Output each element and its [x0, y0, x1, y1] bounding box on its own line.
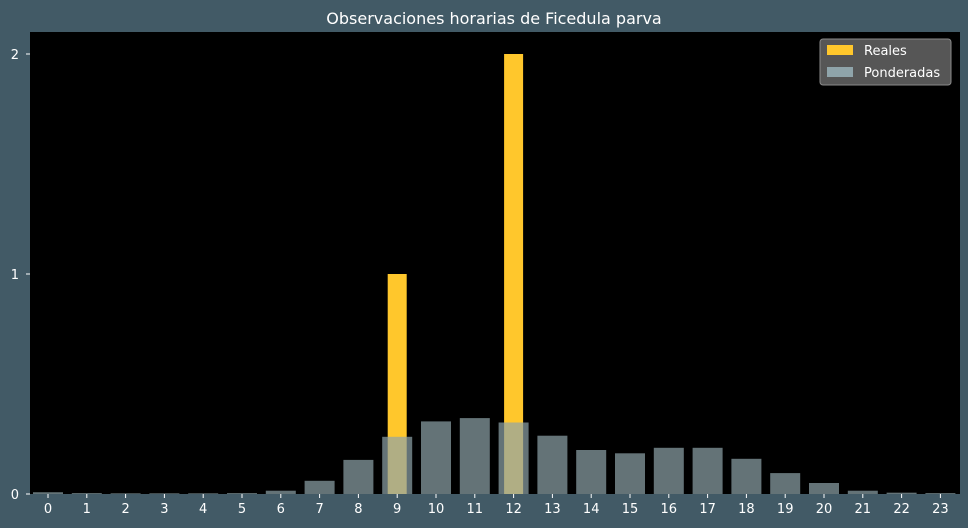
x-tick-label-13: 13: [544, 502, 561, 517]
y-tick-label-0: 0: [11, 488, 19, 503]
bar-ponderadas-20: [809, 483, 839, 494]
x-tick-label-12: 12: [505, 502, 522, 517]
y-tick-label-1: 1: [11, 268, 19, 283]
bar-ponderadas-6: [265, 490, 296, 494]
x-tick-label-18: 18: [738, 502, 755, 517]
bar-ponderadas-21: [847, 490, 878, 494]
bar-ponderadas-11: [459, 418, 490, 494]
x-tick-label-0: 0: [44, 502, 52, 517]
bar-ponderadas-13: [537, 435, 568, 494]
x-tick-label-14: 14: [583, 502, 600, 517]
x-tick-label-21: 21: [855, 502, 872, 517]
x-tick-label-2: 2: [121, 502, 129, 517]
y-tick-label-2: 2: [11, 48, 19, 63]
x-axis: 0 1 2 3 4 5 6 7 8 9 10 11 12 13 14 15 16 17 18 19 20 21 22 23: [44, 494, 949, 517]
x-tick-label-22: 22: [893, 502, 910, 517]
bar-ponderadas-4: [188, 493, 219, 494]
bar-ponderadas-0: [33, 492, 63, 494]
legend-label-reales: Reales: [864, 44, 907, 59]
legend-swatch-reales: [827, 45, 853, 55]
bar-ponderadas-2: [110, 493, 141, 494]
chart-title: Observaciones horarias de Ficedula parva: [326, 9, 661, 28]
legend-swatch-ponderadas: [827, 67, 853, 77]
bar-ponderadas-12: [498, 422, 529, 494]
bar-reales-12: [504, 54, 524, 494]
bar-ponderadas-17: [692, 447, 723, 494]
series-ponderadas-bars: [33, 418, 956, 494]
bar-ponderadas-16: [653, 447, 684, 494]
x-tick-label-1: 1: [83, 502, 91, 517]
bar-ponderadas-19: [770, 473, 801, 494]
x-tick-label-19: 19: [777, 502, 794, 517]
plot-area: [30, 32, 960, 494]
x-tick-label-23: 23: [932, 502, 949, 517]
x-tick-label-16: 16: [661, 502, 678, 517]
x-tick-label-4: 4: [199, 502, 207, 517]
bar-ponderadas-23: [925, 493, 956, 494]
bar-ponderadas-18: [731, 458, 762, 494]
y-axis: 0 1 2: [11, 48, 30, 503]
bar-ponderadas-3: [149, 493, 180, 494]
bar-ponderadas-10: [421, 421, 451, 494]
bar-ponderadas-7: [304, 480, 335, 494]
bar-ponderadas-9: [382, 436, 413, 494]
x-tick-label-5: 5: [238, 502, 246, 517]
x-tick-label-17: 17: [699, 502, 716, 517]
x-tick-label-11: 11: [467, 502, 484, 517]
bar-ponderadas-5: [227, 493, 257, 494]
x-tick-label-7: 7: [315, 502, 323, 517]
x-tick-label-15: 15: [622, 502, 639, 517]
x-tick-label-9: 9: [393, 502, 401, 517]
bar-ponderadas-14: [576, 450, 607, 494]
bar-ponderadas-15: [615, 453, 645, 494]
bar-ponderadas-22: [886, 492, 917, 494]
x-tick-label-20: 20: [816, 502, 833, 517]
bar-ponderadas-8: [343, 459, 374, 494]
x-tick-label-3: 3: [160, 502, 168, 517]
bar-ponderadas-1: [71, 493, 102, 494]
x-tick-label-6: 6: [277, 502, 285, 517]
legend-label-ponderadas: Ponderadas: [864, 66, 940, 81]
x-tick-label-8: 8: [354, 502, 362, 517]
legend: Reales Ponderadas: [819, 38, 952, 86]
x-tick-label-10: 10: [428, 502, 445, 517]
